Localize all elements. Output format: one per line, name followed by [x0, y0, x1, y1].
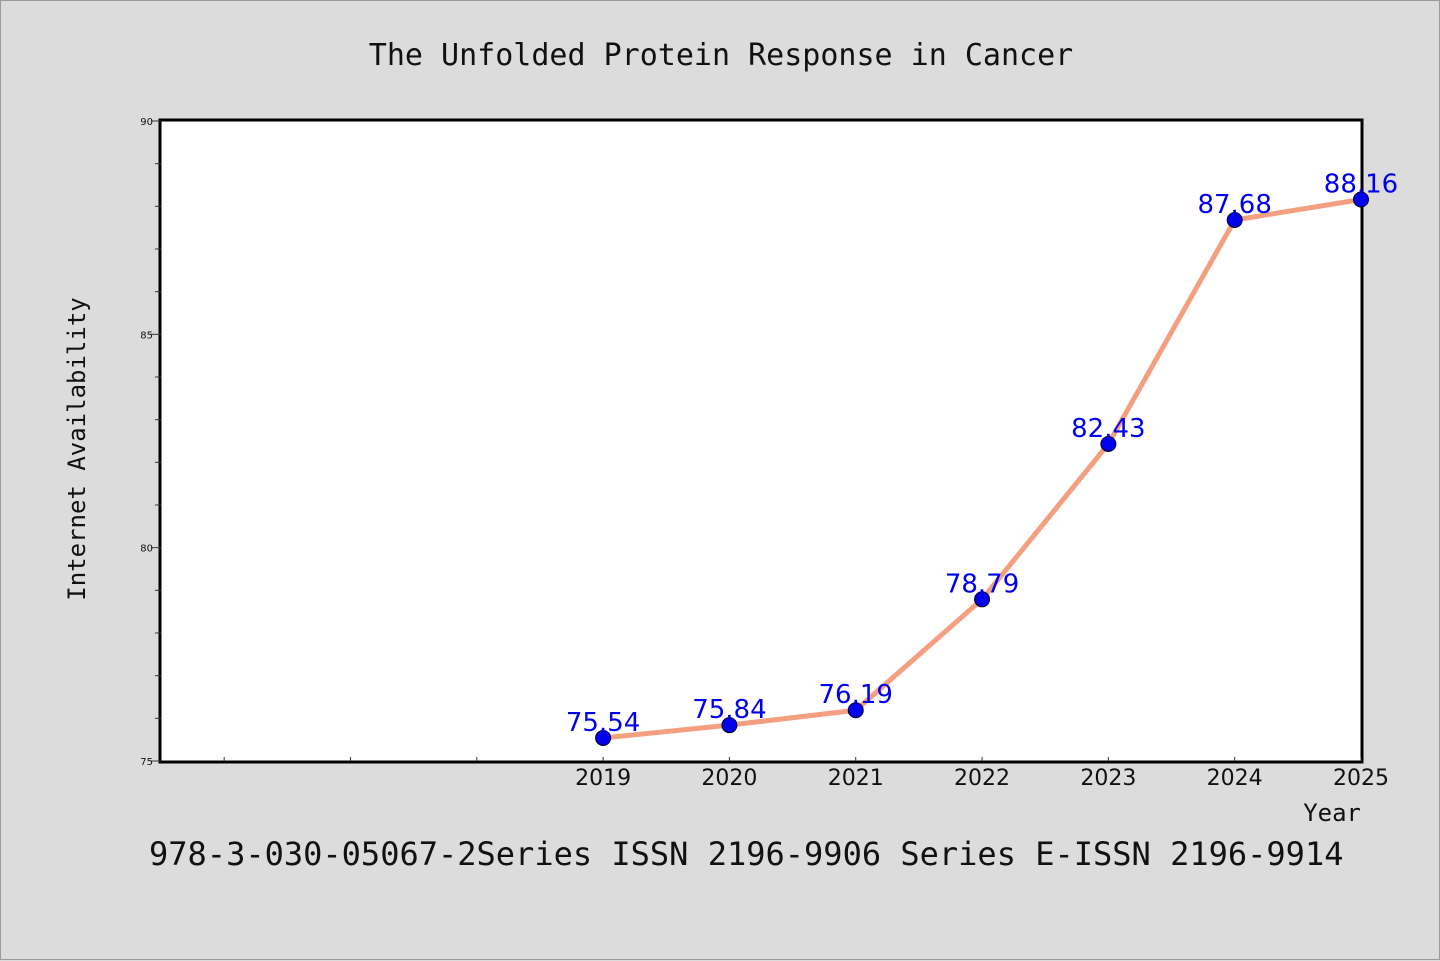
x-axis-label: Year — [1303, 799, 1361, 827]
y-tick-label: 85 — [140, 330, 153, 341]
data-labels: 75.54 75.84 76.19 78.79 82.43 87.68 88.16 — [566, 170, 1398, 738]
data-label: 75.54 — [566, 708, 640, 738]
data-point — [974, 591, 991, 608]
x-tick-label: 2023 — [1080, 766, 1136, 791]
data-label: 76.19 — [819, 680, 893, 710]
chart-title: The Unfolded Protein Response in Cancer — [369, 38, 1073, 73]
y-tick-label: 75 — [140, 757, 153, 768]
data-point — [1100, 435, 1117, 452]
data-label: 78.79 — [945, 569, 1019, 599]
x-tick-label: 2025 — [1333, 766, 1389, 791]
footer-isbn-text: 978-3-030-05067-2Series ISSN 2196-9906 S… — [149, 835, 1343, 873]
data-point — [1353, 191, 1369, 208]
data-label: 75.84 — [692, 695, 766, 725]
series-markers — [595, 191, 1369, 746]
data-label: 87.68 — [1197, 190, 1271, 220]
data-point — [595, 729, 612, 746]
y-tick-label: 80 — [140, 544, 153, 555]
x-axis-ticks: 2019 2020 2021 2022 2023 2024 2025 — [223, 757, 1389, 791]
data-label: 82.43 — [1071, 414, 1145, 444]
x-tick-label: 2021 — [828, 766, 884, 791]
y-tick-label: 90 — [140, 117, 153, 128]
data-label: 88.16 — [1324, 170, 1398, 200]
data-point — [721, 717, 738, 734]
x-tick-label: 2024 — [1207, 766, 1263, 791]
y-axis-ticks: 75 80 85 90 — [140, 117, 161, 768]
data-point — [847, 702, 864, 719]
plot-area — [158, 118, 1364, 764]
x-tick-label: 2020 — [701, 766, 757, 791]
x-tick-label: 2022 — [954, 766, 1010, 791]
y-axis-label: Internet Availability — [63, 297, 91, 600]
data-point — [1226, 211, 1243, 228]
x-tick-label: 2019 — [575, 766, 631, 791]
